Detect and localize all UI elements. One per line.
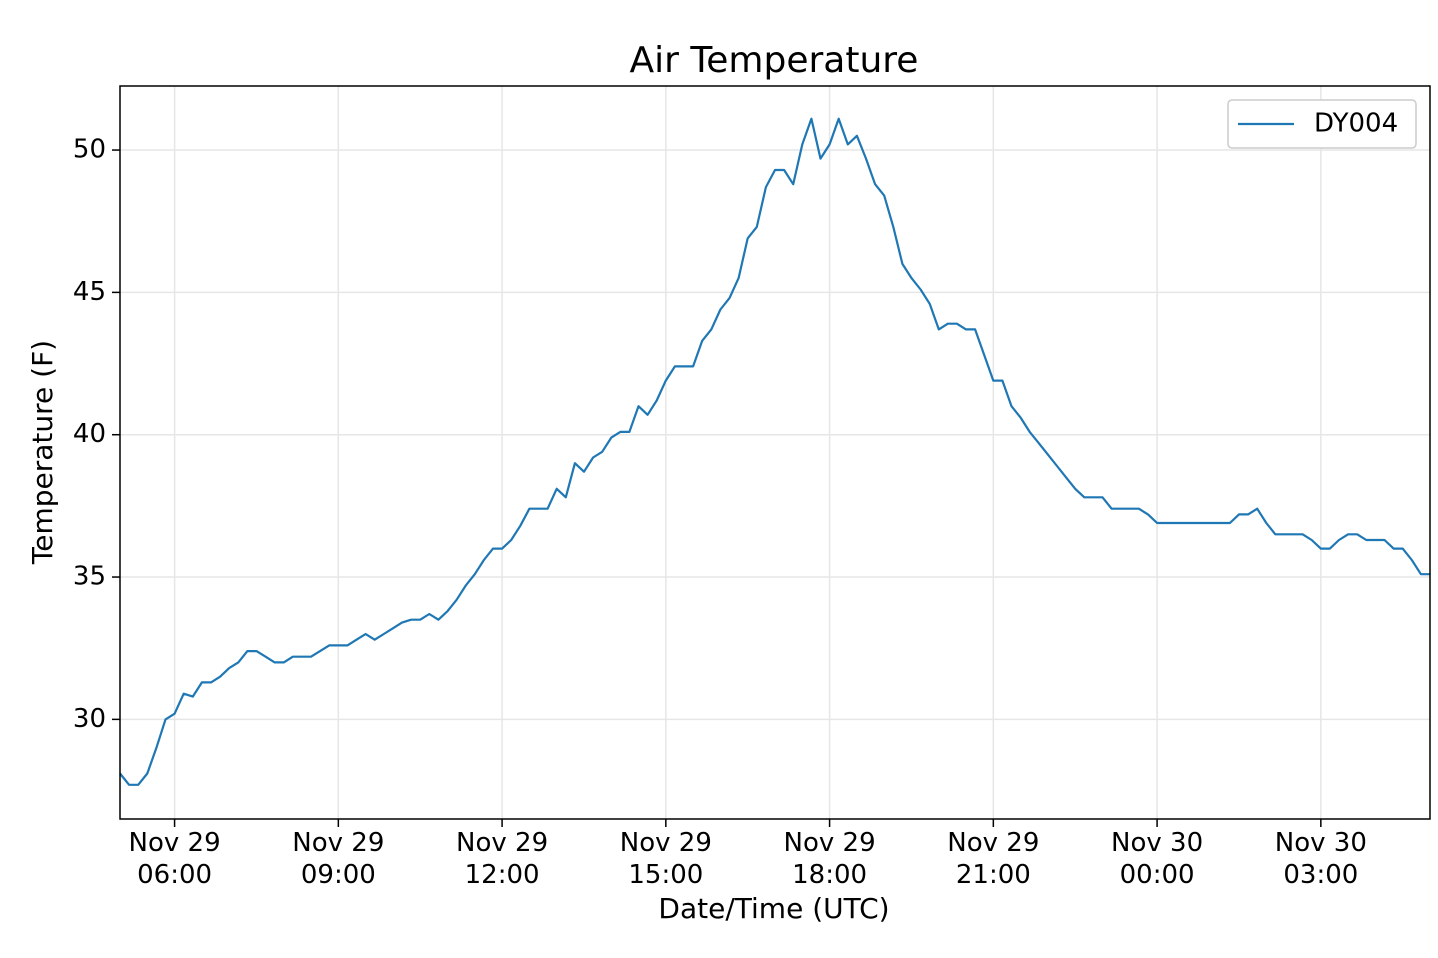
x-tick-label: Nov 29 06:00 — [129, 828, 221, 890]
x-tick-label: Nov 30 03:00 — [1275, 828, 1367, 890]
x-tick-label: Nov 29 18:00 — [784, 828, 876, 890]
legend: DY004 — [1227, 99, 1417, 149]
x-tick-label: Nov 29 12:00 — [456, 828, 548, 890]
y-tick-label: 30 — [73, 704, 106, 734]
chart-title: Air Temperature — [630, 40, 919, 81]
data-line — [119, 117, 1430, 786]
x-axis-label: Date/Time (UTC) — [658, 892, 889, 925]
y-tick-label: 45 — [73, 277, 106, 307]
y-tick-label: 40 — [73, 419, 106, 449]
x-tick-label: Nov 29 09:00 — [292, 828, 384, 890]
y-axis-label: Temperature (F) — [26, 340, 59, 565]
y-tick-label: 50 — [73, 135, 106, 165]
legend-box — [1227, 99, 1417, 149]
x-tick-label: Nov 29 15:00 — [620, 828, 712, 890]
x-tick-label: Nov 30 00:00 — [1111, 828, 1203, 890]
y-tick-label: 35 — [73, 562, 106, 592]
plot-frame — [119, 85, 1431, 820]
legend-label: DY004 — [1314, 109, 1398, 139]
x-tick-label: Nov 29 21:00 — [947, 828, 1039, 890]
